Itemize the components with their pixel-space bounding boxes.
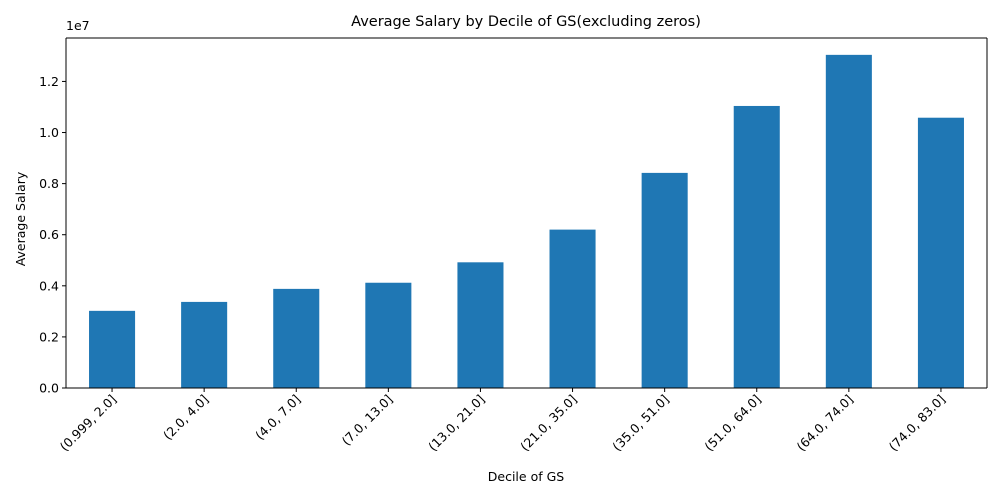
x-tick-label-0: (0.999, 2.0]: [57, 392, 119, 454]
bar-0: [89, 310, 136, 388]
bars-layer: [89, 54, 964, 389]
y-tick-label-0: 0.0: [39, 381, 59, 396]
x-ticks-layer: (0.999, 2.0] (2.0, 4.0] (4.0, 7.0] (7.0, 13…: [57, 388, 948, 454]
bar-6: [641, 172, 688, 388]
bar-3: [365, 282, 412, 388]
y-tick-label-3: 0.6: [39, 227, 59, 242]
x-tick-label-5: (21.0, 35.0]: [517, 392, 579, 454]
bar-5: [549, 229, 596, 388]
y-ticks-layer: 0.0 0.2 0.4 0.6 0.8 1.0 1.2: [39, 74, 66, 396]
bar-8: [825, 54, 872, 389]
x-axis-label: Decile of GS: [488, 469, 565, 484]
bar-7: [733, 105, 780, 389]
y-tick-label-2: 0.4: [39, 278, 59, 293]
bar-9: [917, 117, 964, 389]
chart-title: Average Salary by Decile of GS(excluding…: [351, 14, 701, 30]
bar-4: [457, 262, 504, 388]
x-tick-label-9: (74.0, 83.0]: [886, 392, 948, 454]
y-axis-label: Average Salary: [13, 171, 28, 266]
x-tick-label-4: (13.0, 21.0]: [425, 392, 487, 454]
x-tick-label-2: (4.0, 7.0]: [252, 392, 303, 443]
x-tick-label-1: (2.0, 4.0]: [160, 392, 211, 443]
bar-1: [181, 301, 228, 388]
x-tick-label-3: (7.0, 13.0]: [339, 392, 396, 449]
axes-layer: [65, 37, 988, 389]
x-tick-label-7: (51.0, 64.0]: [701, 392, 763, 454]
y-tick-label-6: 1.2: [39, 74, 59, 89]
y-tick-label-5: 1.0: [39, 125, 59, 140]
x-tick-label-8: (64.0, 74.0]: [793, 392, 855, 454]
bar-2: [273, 288, 320, 388]
y-tick-label-4: 0.8: [39, 176, 59, 191]
y-axis-offset-label: 1e7: [66, 18, 90, 33]
x-tick-label-6: (35.0, 51.0]: [609, 392, 671, 454]
y-tick-label-1: 0.2: [39, 329, 59, 344]
